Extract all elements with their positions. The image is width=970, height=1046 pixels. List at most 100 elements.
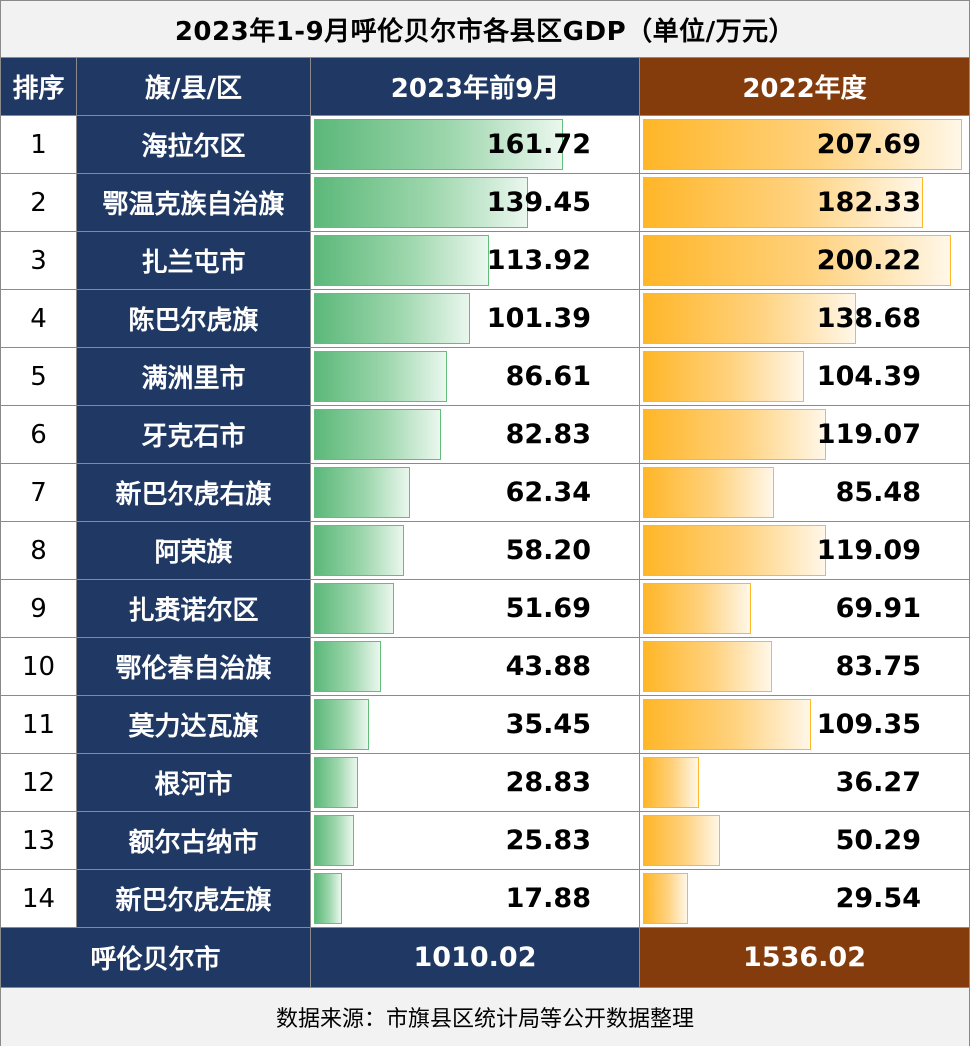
rank-cell: 2	[1, 174, 77, 232]
value-cell-2022: 85.48	[640, 464, 969, 522]
value-cell-2023: 51.69	[311, 580, 640, 638]
value-cell-2022: 29.54	[640, 870, 969, 928]
value-label-2022: 104.39	[816, 361, 921, 392]
value-label-2023: 25.83	[505, 825, 591, 856]
region-name: 莫力达瓦旗	[77, 696, 311, 754]
data-bar-2022	[643, 583, 751, 634]
region-name: 新巴尔虎左旗	[77, 870, 311, 928]
data-bar-2023	[314, 873, 342, 924]
value-cell-2023: 161.72	[311, 116, 640, 174]
value-label-2022: 50.29	[835, 825, 921, 856]
value-label-2022: 119.09	[816, 535, 921, 566]
value-label-2022: 109.35	[816, 709, 921, 740]
value-cell-2023: 82.83	[311, 406, 640, 464]
value-cell-2022: 104.39	[640, 348, 969, 406]
region-name: 扎赉诺尔区	[77, 580, 311, 638]
rank-cell: 5	[1, 348, 77, 406]
header-rank: 排序	[1, 58, 77, 116]
value-label-2022: 83.75	[835, 651, 921, 682]
data-bar-2023	[314, 757, 358, 808]
rank-cell: 9	[1, 580, 77, 638]
rank-cell: 1	[1, 116, 77, 174]
data-bar-2022	[643, 119, 962, 170]
value-cell-2023: 28.83	[311, 754, 640, 812]
data-bar-2023	[314, 293, 470, 344]
value-label-2022: 138.68	[816, 303, 921, 334]
value-label-2022: 200.22	[816, 245, 921, 276]
value-label-2023: 113.92	[486, 245, 591, 276]
region-name: 根河市	[77, 754, 311, 812]
value-label-2023: 82.83	[505, 419, 591, 450]
value-cell-2022: 119.09	[640, 522, 969, 580]
value-label-2022: 119.07	[816, 419, 921, 450]
value-label-2022: 207.69	[816, 129, 921, 160]
data-bar-2022	[643, 815, 720, 866]
data-bar-2022	[643, 525, 826, 576]
value-cell-2022: 207.69	[640, 116, 969, 174]
value-cell-2023: 35.45	[311, 696, 640, 754]
value-label-2022: 182.33	[816, 187, 921, 218]
data-bar-2023	[314, 235, 489, 286]
value-label-2023: 139.45	[486, 187, 591, 218]
value-cell-2022: 109.35	[640, 696, 969, 754]
value-label-2023: 161.72	[486, 129, 591, 160]
value-label-2022: 29.54	[835, 883, 921, 914]
data-bar-2023	[314, 119, 563, 170]
value-cell-2023: 17.88	[311, 870, 640, 928]
value-cell-2022: 182.33	[640, 174, 969, 232]
data-bar-2022	[643, 351, 804, 402]
value-cell-2023: 113.92	[311, 232, 640, 290]
header-2022: 2022年度	[640, 58, 969, 116]
value-cell-2022: 138.68	[640, 290, 969, 348]
region-name: 新巴尔虎右旗	[77, 464, 311, 522]
data-bar-2022	[643, 699, 811, 750]
value-label-2023: 43.88	[505, 651, 591, 682]
data-bar-2023	[314, 525, 404, 576]
value-cell-2022: 119.07	[640, 406, 969, 464]
data-bar-2022	[643, 177, 923, 228]
region-name: 额尔古纳市	[77, 812, 311, 870]
region-name: 鄂伦春自治旗	[77, 638, 311, 696]
value-cell-2023: 43.88	[311, 638, 640, 696]
rank-cell: 7	[1, 464, 77, 522]
data-source-note: 数据来源：市旗县区统计局等公开数据整理	[1, 987, 969, 1046]
region-name: 满洲里市	[77, 348, 311, 406]
value-cell-2023: 58.20	[311, 522, 640, 580]
value-label-2023: 86.61	[505, 361, 591, 392]
value-label-2023: 58.20	[505, 535, 591, 566]
value-cell-2023: 101.39	[311, 290, 640, 348]
value-cell-2022: 50.29	[640, 812, 969, 870]
total-name: 呼伦贝尔市	[1, 928, 311, 987]
header-region: 旗/县/区	[77, 58, 311, 116]
data-bar-2023	[314, 177, 528, 228]
data-bar-2023	[314, 467, 410, 518]
value-label-2023: 51.69	[505, 593, 591, 624]
data-bar-2022	[643, 641, 772, 692]
chart-title: 2023年1-9月呼伦贝尔市各县区GDP（单位/万元）	[1, 1, 969, 58]
data-bar-2023	[314, 699, 369, 750]
region-name: 扎兰屯市	[77, 232, 311, 290]
data-bar-2023	[314, 641, 381, 692]
total-value-2022: 1536.02	[640, 928, 969, 987]
value-label-2023: 28.83	[505, 767, 591, 798]
value-label-2022: 69.91	[835, 593, 921, 624]
data-bar-2022	[643, 467, 774, 518]
rank-cell: 12	[1, 754, 77, 812]
region-name: 牙克石市	[77, 406, 311, 464]
value-label-2023: 101.39	[486, 303, 591, 334]
value-cell-2023: 62.34	[311, 464, 640, 522]
data-bar-2023	[314, 409, 441, 460]
rank-cell: 3	[1, 232, 77, 290]
rank-cell: 10	[1, 638, 77, 696]
value-label-2023: 17.88	[505, 883, 591, 914]
value-cell-2022: 200.22	[640, 232, 969, 290]
region-name: 阿荣旗	[77, 522, 311, 580]
data-bar-2022	[643, 409, 826, 460]
data-bar-2023	[314, 815, 354, 866]
value-cell-2022: 83.75	[640, 638, 969, 696]
region-name: 鄂温克族自治旗	[77, 174, 311, 232]
value-label-2022: 85.48	[835, 477, 921, 508]
rank-cell: 6	[1, 406, 77, 464]
data-bar-2022	[643, 757, 699, 808]
value-cell-2022: 36.27	[640, 754, 969, 812]
